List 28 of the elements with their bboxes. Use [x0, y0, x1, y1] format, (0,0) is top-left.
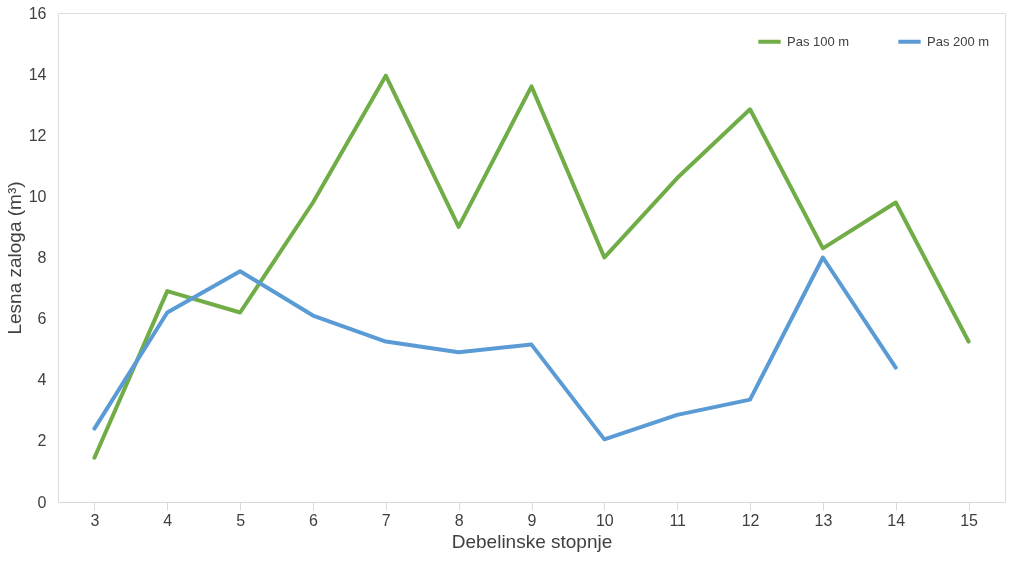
x-tick-label: 3 — [90, 511, 100, 529]
line-series — [92, 255, 898, 442]
line-series — [92, 73, 971, 460]
x-axis-title: Debelinske stopnje — [451, 530, 613, 552]
x-tick-label: 14 — [887, 511, 906, 529]
legend-label: Pas 100 m — [787, 33, 850, 49]
x-tick-label: 11 — [669, 511, 687, 529]
x-tick-label: 13 — [814, 511, 833, 529]
x-tick-label: 7 — [381, 511, 391, 529]
x-tick-label: 12 — [741, 511, 760, 529]
x-tick-label: 10 — [595, 511, 614, 529]
y-tick-label: 6 — [37, 310, 47, 328]
x-tick-label: 15 — [960, 511, 979, 529]
y-tick-label: 0 — [37, 493, 47, 511]
legend-label: Pas 200 m — [927, 33, 990, 49]
y-tick-label: 4 — [37, 371, 47, 389]
y-axis-title: Lesna zaloga (m³) — [3, 181, 25, 335]
y-tick-label: 2 — [37, 432, 47, 450]
x-tick-label: 9 — [527, 511, 537, 529]
y-tick-label: 16 — [28, 4, 47, 22]
y-tick-label: 14 — [28, 65, 47, 83]
x-tick-label: 8 — [454, 511, 464, 529]
x-tick-label: 6 — [309, 511, 319, 529]
y-tick-label: 8 — [37, 249, 47, 266]
x-tick-label: 4 — [163, 511, 173, 529]
y-tick-label: 10 — [28, 187, 47, 205]
y-tick-label: 12 — [28, 126, 47, 144]
x-tick-label: 5 — [236, 511, 246, 529]
